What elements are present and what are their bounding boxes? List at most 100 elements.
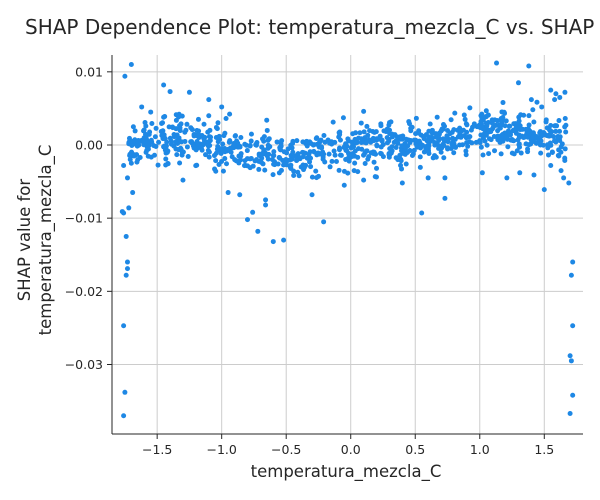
data-point — [341, 182, 347, 188]
data-point — [141, 127, 147, 133]
data-point — [121, 323, 127, 329]
data-point — [167, 89, 173, 95]
data-point — [398, 158, 404, 164]
data-point — [470, 124, 476, 130]
data-point — [507, 123, 513, 129]
data-point — [162, 147, 168, 153]
y-tick-label: −0.03 — [65, 357, 103, 372]
data-point — [449, 129, 455, 135]
data-point — [400, 150, 406, 156]
data-point — [262, 167, 268, 173]
data-point — [418, 132, 424, 138]
data-point — [440, 126, 446, 132]
data-point — [494, 60, 500, 66]
data-point — [393, 155, 399, 161]
data-point — [215, 120, 221, 126]
data-point — [309, 192, 315, 198]
data-point — [215, 134, 221, 140]
data-point — [129, 143, 135, 149]
data-point — [467, 105, 473, 111]
data-point — [394, 134, 400, 140]
data-point — [548, 87, 554, 93]
data-point — [130, 124, 136, 130]
data-point — [368, 139, 374, 145]
data-point — [377, 133, 383, 139]
data-point — [464, 122, 470, 128]
data-point — [161, 132, 167, 138]
data-point — [337, 137, 343, 143]
data-point — [174, 152, 180, 158]
data-point — [526, 63, 532, 69]
data-point — [546, 133, 552, 139]
data-point — [548, 162, 554, 168]
data-point — [417, 164, 423, 170]
data-point — [317, 139, 323, 145]
data-point — [541, 187, 547, 193]
data-point — [503, 118, 509, 124]
data-point — [336, 167, 342, 173]
data-point — [485, 112, 491, 118]
data-point — [321, 132, 327, 138]
data-point — [510, 128, 516, 134]
data-point — [143, 123, 149, 129]
data-point — [518, 126, 524, 132]
data-point — [173, 126, 179, 132]
data-point — [184, 144, 190, 150]
data-point — [452, 110, 458, 116]
data-point — [238, 151, 244, 157]
data-point — [242, 141, 248, 147]
data-point — [466, 139, 472, 145]
data-point — [359, 146, 365, 152]
data-point — [275, 161, 281, 167]
data-point — [553, 139, 559, 145]
x-tick-label: 0.5 — [405, 442, 425, 457]
data-point — [124, 175, 130, 181]
data-point — [515, 121, 521, 127]
data-point — [492, 148, 498, 154]
data-point — [490, 125, 496, 131]
data-point — [211, 153, 217, 159]
data-point — [567, 411, 573, 417]
data-point — [128, 62, 134, 68]
data-point — [180, 149, 186, 155]
data-point — [515, 80, 521, 86]
data-point — [556, 153, 562, 159]
data-point — [322, 139, 328, 145]
data-point — [132, 128, 138, 134]
data-point — [126, 135, 132, 141]
data-point — [166, 124, 172, 130]
data-point — [357, 130, 363, 136]
data-point — [175, 141, 180, 146]
data-point — [327, 164, 333, 170]
data-point — [478, 144, 484, 150]
data-point — [352, 160, 358, 166]
data-point — [518, 150, 524, 156]
data-point — [374, 165, 380, 171]
data-point — [427, 121, 433, 127]
data-point — [525, 126, 531, 132]
data-point — [264, 127, 270, 133]
data-point — [134, 152, 140, 158]
data-point — [215, 139, 221, 145]
data-point — [539, 104, 545, 110]
data-point — [366, 154, 372, 160]
data-point — [432, 140, 438, 146]
data-point — [225, 146, 231, 152]
data-point — [438, 149, 444, 155]
data-point — [426, 150, 432, 156]
data-point — [387, 120, 393, 126]
data-point — [278, 140, 284, 146]
x-axis-label: temperatura_mezcla_C — [251, 462, 442, 482]
data-point — [349, 151, 355, 157]
data-point — [195, 116, 201, 122]
data-point — [393, 138, 399, 144]
data-point — [499, 122, 505, 128]
data-point — [168, 141, 174, 147]
data-point — [148, 109, 154, 115]
grid-lines — [112, 55, 583, 434]
x-tick-label: 1.0 — [470, 442, 490, 457]
data-point — [199, 147, 205, 153]
data-point — [502, 110, 508, 116]
data-point — [350, 131, 356, 137]
data-point — [441, 155, 447, 161]
